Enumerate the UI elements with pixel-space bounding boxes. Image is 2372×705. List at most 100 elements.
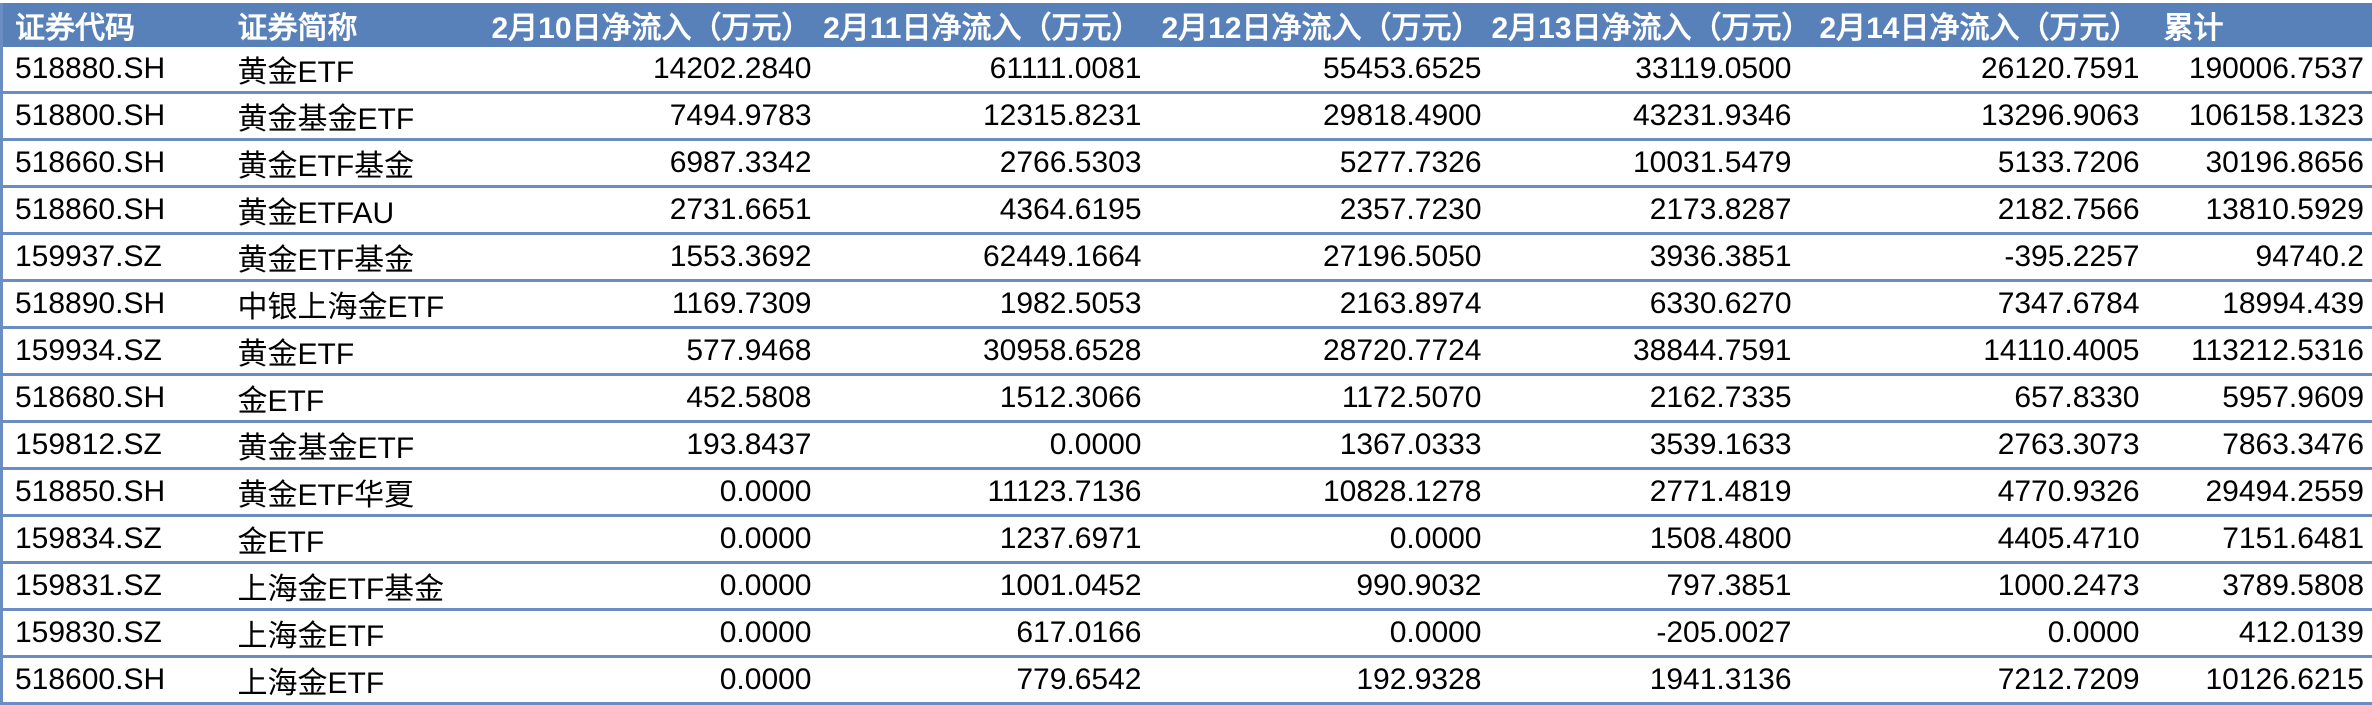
cell-d0212: 27196.5050	[1152, 234, 1492, 281]
cell-total: 5957.9609	[2150, 375, 2372, 422]
cell-d0212: 2357.7230	[1152, 187, 1492, 234]
header-inflow-feb14: 2月14日净流入（万元）	[1802, 3, 2150, 47]
cell-code: 518850.SH	[2, 469, 232, 516]
cell-d0213: 2771.4819	[1492, 469, 1802, 516]
header-inflow-feb12: 2月12日净流入（万元）	[1152, 3, 1492, 47]
cell-d0213: 797.3851	[1492, 563, 1802, 610]
cell-d0210: 0.0000	[492, 657, 822, 704]
cell-name: 金ETF	[232, 516, 492, 563]
cell-name: 黄金ETF基金	[232, 234, 492, 281]
cell-d0210: 193.8437	[492, 422, 822, 469]
header-security-code: 证券代码	[2, 3, 232, 47]
cell-d0212: 0.0000	[1152, 516, 1492, 563]
cell-name: 黄金基金ETF	[232, 93, 492, 140]
cell-d0212: 28720.7724	[1152, 328, 1492, 375]
cell-d0211: 62449.1664	[822, 234, 1152, 281]
cell-d0214: 1000.2473	[1802, 563, 2150, 610]
cell-d0212: 5277.7326	[1152, 140, 1492, 187]
cell-d0214: -395.2257	[1802, 234, 2150, 281]
cell-name: 黄金ETF	[232, 47, 492, 93]
cell-d0213: 38844.7591	[1492, 328, 1802, 375]
cell-d0212: 29818.4900	[1152, 93, 1492, 140]
cell-d0210: 0.0000	[492, 610, 822, 657]
cell-d0210: 0.0000	[492, 563, 822, 610]
cell-d0214: 7212.7209	[1802, 657, 2150, 704]
cell-total: 190006.7537	[2150, 47, 2372, 93]
table-header: 证券代码 证券简称 2月10日净流入（万元） 2月11日净流入（万元） 2月12…	[2, 3, 2372, 47]
cell-d0211: 2766.5303	[822, 140, 1152, 187]
cell-code: 518800.SH	[2, 93, 232, 140]
cell-d0214: 5133.7206	[1802, 140, 2150, 187]
cell-d0213: 10031.5479	[1492, 140, 1802, 187]
header-inflow-feb11: 2月11日净流入（万元）	[822, 3, 1152, 47]
cell-total: 18994.439	[2150, 281, 2372, 328]
cell-d0214: 13296.9063	[1802, 93, 2150, 140]
cell-d0211: 617.0166	[822, 610, 1152, 657]
cell-name: 上海金ETF基金	[232, 563, 492, 610]
cell-code: 518860.SH	[2, 187, 232, 234]
cell-code: 159834.SZ	[2, 516, 232, 563]
cell-d0213: 1508.4800	[1492, 516, 1802, 563]
cell-d0210: 7494.9783	[492, 93, 822, 140]
cell-name: 黄金ETF华夏	[232, 469, 492, 516]
cell-d0211: 1512.3066	[822, 375, 1152, 422]
cell-code: 518880.SH	[2, 47, 232, 93]
cell-code: 518680.SH	[2, 375, 232, 422]
cell-d0214: 2182.7566	[1802, 187, 2150, 234]
cell-name: 上海金ETF	[232, 657, 492, 704]
cell-d0211: 779.6542	[822, 657, 1152, 704]
cell-d0212: 1172.5070	[1152, 375, 1492, 422]
cell-name: 金ETF	[232, 375, 492, 422]
cell-d0213: 1941.3136	[1492, 657, 1802, 704]
cell-d0212: 990.9032	[1152, 563, 1492, 610]
cell-code: 159937.SZ	[2, 234, 232, 281]
cell-d0210: 1169.7309	[492, 281, 822, 328]
cell-total: 29494.2559	[2150, 469, 2372, 516]
cell-total: 7863.3476	[2150, 422, 2372, 469]
cell-d0211: 61111.0081	[822, 47, 1152, 93]
cell-d0214: 4405.4710	[1802, 516, 2150, 563]
cell-d0210: 577.9468	[492, 328, 822, 375]
cell-d0214: 7347.6784	[1802, 281, 2150, 328]
cell-d0210: 1553.3692	[492, 234, 822, 281]
cell-d0212: 1367.0333	[1152, 422, 1492, 469]
cell-name: 中银上海金ETF	[232, 281, 492, 328]
cell-total: 94740.2	[2150, 234, 2372, 281]
cell-d0211: 1982.5053	[822, 281, 1152, 328]
cell-code: 159830.SZ	[2, 610, 232, 657]
cell-d0211: 4364.6195	[822, 187, 1152, 234]
cell-d0211: 30958.6528	[822, 328, 1152, 375]
cell-d0210: 0.0000	[492, 516, 822, 563]
cell-name: 黄金ETFAU	[232, 187, 492, 234]
cell-total: 106158.1323	[2150, 93, 2372, 140]
cell-d0212: 10828.1278	[1152, 469, 1492, 516]
cell-d0211: 1001.0452	[822, 563, 1152, 610]
cell-d0213: 3539.1633	[1492, 422, 1802, 469]
cell-d0214: 26120.7591	[1802, 47, 2150, 93]
cell-d0210: 452.5808	[492, 375, 822, 422]
cell-total: 10126.6215	[2150, 657, 2372, 704]
cell-d0211: 1237.6971	[822, 516, 1152, 563]
cell-d0210: 6987.3342	[492, 140, 822, 187]
cell-d0212: 192.9328	[1152, 657, 1492, 704]
cell-d0210: 0.0000	[492, 469, 822, 516]
cell-d0213: 43231.9346	[1492, 93, 1802, 140]
cell-code: 518660.SH	[2, 140, 232, 187]
cell-d0213: 3936.3851	[1492, 234, 1802, 281]
cell-d0213: 6330.6270	[1492, 281, 1802, 328]
header-inflow-feb13: 2月13日净流入（万元）	[1492, 3, 1802, 47]
cell-name: 黄金ETF基金	[232, 140, 492, 187]
